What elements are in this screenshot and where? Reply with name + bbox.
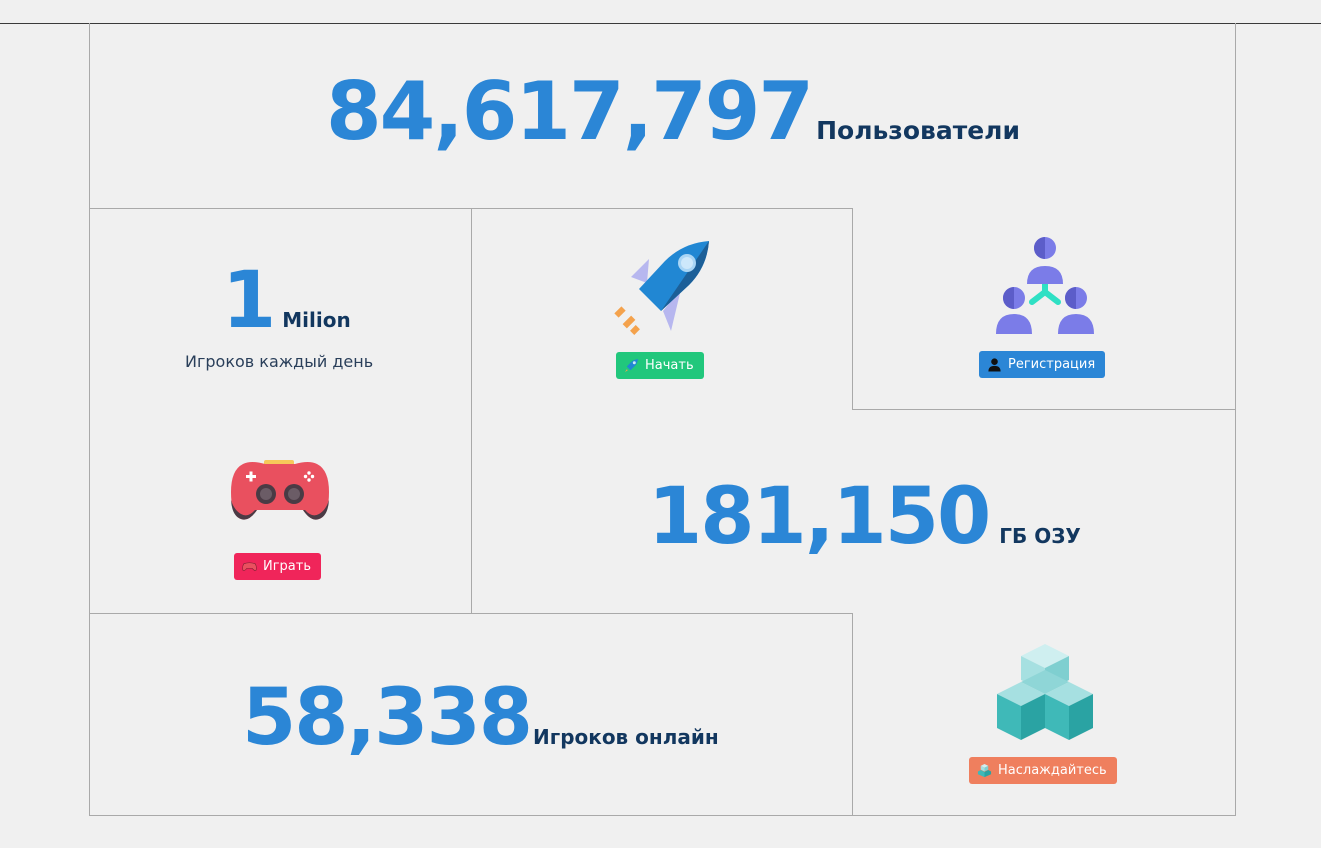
gamepad-icon	[231, 460, 329, 520]
online-count: 58,338	[242, 673, 533, 763]
users-stat: 84,617,797 Пользователи	[326, 72, 1020, 152]
daily-unit: Milion	[282, 308, 351, 332]
play-button[interactable]: Играть	[234, 553, 322, 580]
daily-stat: 1 Milion	[222, 262, 351, 340]
online-label: Игроков онлайн	[533, 725, 719, 749]
grid-line	[852, 208, 853, 410]
cubes-icon	[997, 644, 1093, 740]
ram-count: 181,150	[648, 472, 991, 562]
grid-line	[852, 409, 1236, 410]
ram-label: ГБ ОЗУ	[999, 524, 1081, 548]
grid-line	[471, 208, 472, 614]
grid-line	[1235, 23, 1236, 816]
users-count: 84,617,797	[326, 65, 814, 158]
daily-caption: Игроков каждый день	[185, 352, 374, 371]
register-button-label: Регистрация	[1008, 357, 1096, 372]
team-icon	[996, 237, 1094, 334]
daily-count: 1	[222, 256, 276, 346]
enjoy-button-label: Наслаждайтесь	[998, 763, 1107, 778]
rocket-icon	[614, 241, 709, 335]
start-button-label: Начать	[645, 358, 694, 373]
grid-line	[89, 815, 1236, 816]
ram-stat: 181,150 ГБ ОЗУ	[648, 478, 1081, 556]
user-icon	[988, 358, 1001, 372]
register-button[interactable]: Регистрация	[979, 351, 1106, 378]
start-button[interactable]: Начать	[616, 352, 704, 379]
users-label: Пользователи	[816, 116, 1020, 145]
cubes-small-icon	[977, 763, 992, 778]
rocket-small-icon	[624, 358, 639, 373]
enjoy-button[interactable]: Наслаждайтесь	[969, 757, 1117, 784]
grid-line	[852, 613, 853, 816]
play-button-label: Играть	[263, 559, 312, 574]
gamepad-small-icon	[242, 562, 257, 571]
grid-line	[89, 613, 853, 614]
top-divider	[0, 23, 1321, 24]
grid-line	[89, 23, 90, 816]
online-stat: 58,338 Игроков онлайн	[242, 679, 719, 757]
